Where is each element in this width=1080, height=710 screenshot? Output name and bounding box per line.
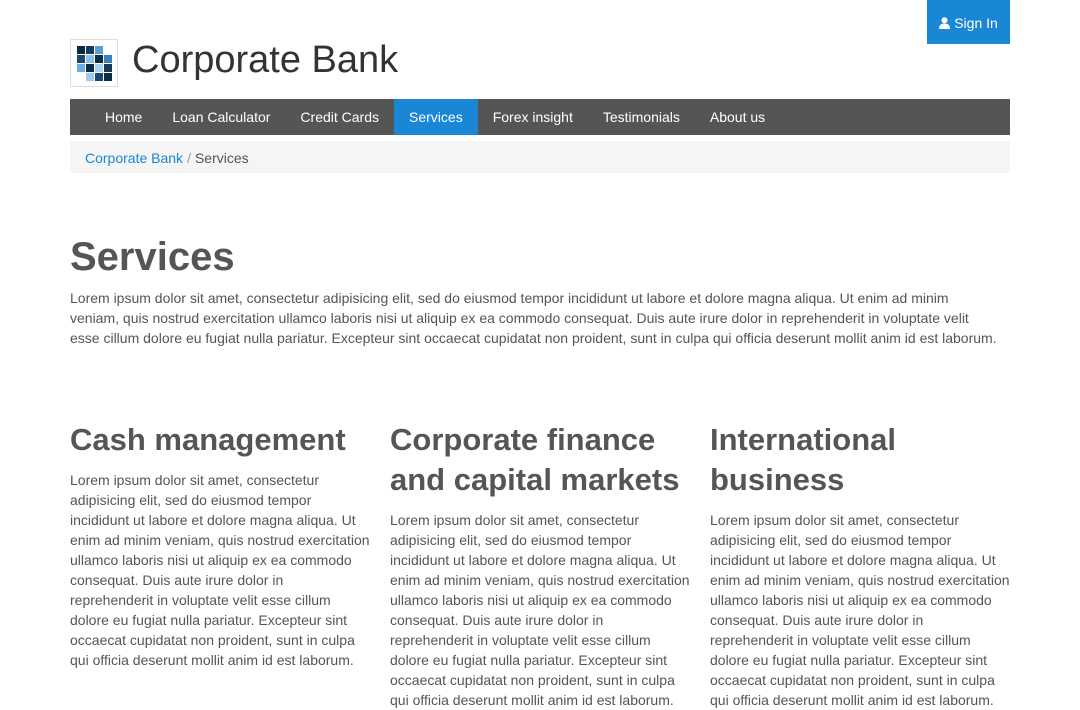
breadcrumb-separator: / (187, 150, 191, 166)
nav-item-loan-calculator[interactable]: Loan Calculator (172, 109, 271, 125)
sign-in-button[interactable]: Sign In (927, 0, 1010, 44)
service-heading: Corporate finance and capital markets (390, 422, 680, 497)
service-heading: International business (710, 422, 897, 497)
service-column-cash-management: Cash management Lorem ipsum dolor sit am… (70, 420, 370, 670)
nav-item-credit-cards[interactable]: Credit Cards (300, 109, 380, 125)
service-text: Lorem ipsum dolor sit amet, consectetur … (710, 512, 1010, 708)
breadcrumb-current: Services (194, 150, 249, 166)
main-navbar: Home Loan Calculator Credit Cards Servic… (70, 99, 1010, 135)
service-column-corporate-finance: Corporate finance and capital markets Lo… (390, 420, 690, 710)
service-heading: Cash management (70, 422, 346, 457)
service-column-international-business: International business Lorem ipsum dolor… (710, 420, 1010, 710)
nav-item-testimonials[interactable]: Testimonials (602, 109, 680, 125)
user-icon (939, 17, 951, 29)
bank-logo-icon[interactable] (70, 39, 118, 87)
nav-item-forex-insight[interactable]: Forex insight (492, 109, 573, 125)
breadcrumb-home-link[interactable]: Corporate Bank (85, 150, 184, 166)
nav-item-about-us[interactable]: About us (709, 109, 766, 125)
intro-paragraph: Lorem ipsum dolor sit amet, consectetur … (70, 290, 997, 346)
sign-in-label: Sign In (954, 15, 998, 31)
brand-title[interactable]: Corporate Bank (132, 39, 399, 81)
nav-item-services[interactable]: Services (394, 99, 478, 135)
breadcrumb: Corporate Bank / Services (70, 141, 1010, 173)
page-title: Services (70, 235, 235, 279)
service-text: Lorem ipsum dolor sit amet, consectetur … (70, 472, 370, 668)
service-text: Lorem ipsum dolor sit amet, consectetur … (390, 512, 690, 708)
nav-item-home[interactable]: Home (105, 109, 143, 125)
